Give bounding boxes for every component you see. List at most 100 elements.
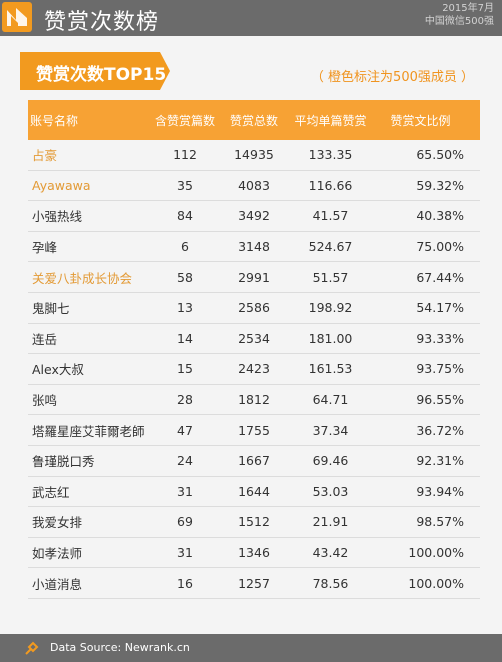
newrank-logo-icon — [2, 2, 32, 32]
header-subtitle: 中国微信500强 — [424, 16, 494, 27]
cell-account-name: 塔羅星座艾菲爾老師 — [32, 423, 145, 439]
cell-account-name: 占豪 — [32, 148, 58, 164]
table-row: 我爱女排 69 1512 21.91 98.57% — [28, 507, 480, 538]
column-header-average: 平均单篇赞赏 — [294, 113, 367, 128]
page-title: 赞赏次数榜 — [44, 10, 160, 35]
ranking-table: 账号名称 含赞赏篇数 赞赏总数 平均单篇赞赏 赞赏文比例 占豪 112 14935 1… — [28, 100, 480, 599]
cell-articles: 31 — [177, 545, 193, 561]
cell-articles: 6 — [181, 239, 189, 255]
cell-account-name: 鲁瑾脱口秀 — [32, 454, 95, 470]
cell-total: 1257 — [238, 575, 270, 591]
cell-account-name: 鬼脚七 — [32, 301, 70, 317]
cell-articles: 69 — [177, 514, 193, 530]
cell-average: 161.53 — [308, 361, 353, 377]
cell-total: 14935 — [234, 147, 274, 163]
cell-ratio: 54.17% — [416, 300, 464, 316]
cell-total: 1667 — [238, 453, 270, 469]
table-row: 鲁瑾脱口秀 24 1667 69.46 92.31% — [28, 446, 480, 477]
cell-articles: 14 — [177, 330, 193, 346]
cell-account-name: 小道消息 — [32, 576, 83, 592]
cell-average: 116.66 — [308, 177, 353, 193]
cell-average: 69.46 — [312, 453, 349, 469]
cell-ratio: 65.50% — [416, 147, 464, 163]
table-row: 关爱八卦成长协会 58 2991 51.57 67.44% — [28, 262, 480, 293]
cell-total: 4083 — [238, 177, 270, 193]
table-row: Alex大叔 15 2423 161.53 93.75% — [28, 354, 480, 385]
cell-articles: 84 — [177, 208, 193, 224]
cell-articles: 47 — [177, 422, 193, 438]
cell-total: 2534 — [238, 330, 270, 346]
cell-average: 64.71 — [312, 392, 349, 408]
cell-articles: 28 — [177, 392, 193, 408]
column-header-name: 账号名称 — [30, 113, 79, 128]
cell-account-name: 孕峰 — [32, 240, 58, 256]
section-title: 赞赏次数TOP15 — [36, 65, 167, 85]
cell-ratio: 96.55% — [416, 392, 464, 408]
cell-average: 524.67 — [308, 239, 353, 255]
table-row: 占豪 112 14935 133.35 65.50% — [28, 140, 480, 171]
cell-average: 43.42 — [312, 545, 349, 561]
pin-icon — [25, 641, 39, 655]
table-row: 小道消息 16 1257 78.56 100.00% — [28, 568, 480, 599]
cell-account-name: 关爱八卦成长协会 — [32, 270, 133, 286]
cell-articles: 112 — [173, 147, 197, 163]
table-row: Ayawawa 35 4083 116.66 59.32% — [28, 171, 480, 202]
cell-total: 1346 — [238, 545, 270, 561]
cell-account-name: 张鸣 — [32, 393, 58, 409]
table-row: 塔羅星座艾菲爾老師 47 1755 37.34 36.72% — [28, 415, 480, 446]
cell-account-name: 如孝法师 — [32, 546, 83, 562]
cell-ratio: 100.00% — [408, 545, 464, 561]
cell-total: 2586 — [238, 300, 270, 316]
cell-total: 1512 — [238, 514, 270, 530]
column-header-ratio: 赞赏文比例 — [390, 113, 451, 128]
cell-articles: 15 — [177, 361, 193, 377]
cell-articles: 16 — [177, 575, 193, 591]
cell-articles: 58 — [177, 269, 193, 285]
cell-total: 2991 — [238, 269, 270, 285]
table-row: 连岳 14 2534 181.00 93.33% — [28, 324, 480, 355]
cell-articles: 35 — [177, 177, 193, 193]
cell-ratio: 93.75% — [416, 361, 464, 377]
cell-ratio: 93.94% — [416, 483, 464, 499]
section-tag: 赞赏次数TOP15 — [20, 52, 170, 90]
table-header: 账号名称 含赞赏篇数 赞赏总数 平均单篇赞赏 赞赏文比例 — [28, 100, 480, 140]
cell-articles: 24 — [177, 453, 193, 469]
legend-note: （ 橙色标注为500强成员 ） — [310, 70, 474, 85]
data-source: Data Source: Newrank.cn — [50, 641, 190, 654]
header-date: 2015年7月 — [442, 3, 494, 14]
table-row: 张鸣 28 1812 64.71 96.55% — [28, 385, 480, 416]
table-body: 占豪 112 14935 133.35 65.50% Ayawawa 35 4083 116.6… — [28, 140, 480, 599]
column-header-articles: 含赞赏篇数 — [154, 113, 215, 128]
cell-ratio: 59.32% — [416, 177, 464, 193]
table-row: 如孝法师 31 1346 43.42 100.00% — [28, 538, 480, 569]
cell-average: 133.35 — [308, 147, 353, 163]
cell-average: 78.56 — [312, 575, 349, 591]
cell-average: 41.57 — [312, 208, 349, 224]
table-row: 孕峰 6 3148 524.67 75.00% — [28, 232, 480, 263]
table-row: 鬼脚七 13 2586 198.92 54.17% — [28, 293, 480, 324]
header-bar: 赞赏次数榜 2015年7月 中国微信500强 — [0, 0, 502, 36]
cell-account-name: 小强热线 — [32, 209, 83, 225]
cell-total: 3492 — [238, 208, 270, 224]
cell-total: 2423 — [238, 361, 270, 377]
cell-account-name: 武志红 — [32, 484, 70, 500]
column-header-total: 赞赏总数 — [229, 113, 278, 128]
cell-average: 198.92 — [308, 300, 353, 316]
cell-ratio: 92.31% — [416, 453, 464, 469]
cell-account-name: 连岳 — [32, 331, 58, 347]
cell-ratio: 40.38% — [416, 208, 464, 224]
cell-average: 21.91 — [312, 514, 349, 530]
cell-average: 53.03 — [312, 483, 349, 499]
cell-account-name: Ayawawa — [32, 177, 91, 193]
cell-ratio: 75.00% — [416, 239, 464, 255]
cell-account-name: 我爱女排 — [32, 515, 83, 531]
cell-articles: 31 — [177, 483, 193, 499]
cell-total: 1644 — [238, 483, 270, 499]
cell-total: 1755 — [238, 422, 270, 438]
cell-ratio: 36.72% — [416, 422, 464, 438]
cell-account-name: Alex大叔 — [32, 362, 84, 378]
cell-average: 51.57 — [312, 269, 349, 285]
cell-average: 181.00 — [308, 330, 353, 346]
cell-total: 1812 — [238, 392, 270, 408]
header-meta: 2015年7月 中国微信500强 — [425, 2, 494, 28]
